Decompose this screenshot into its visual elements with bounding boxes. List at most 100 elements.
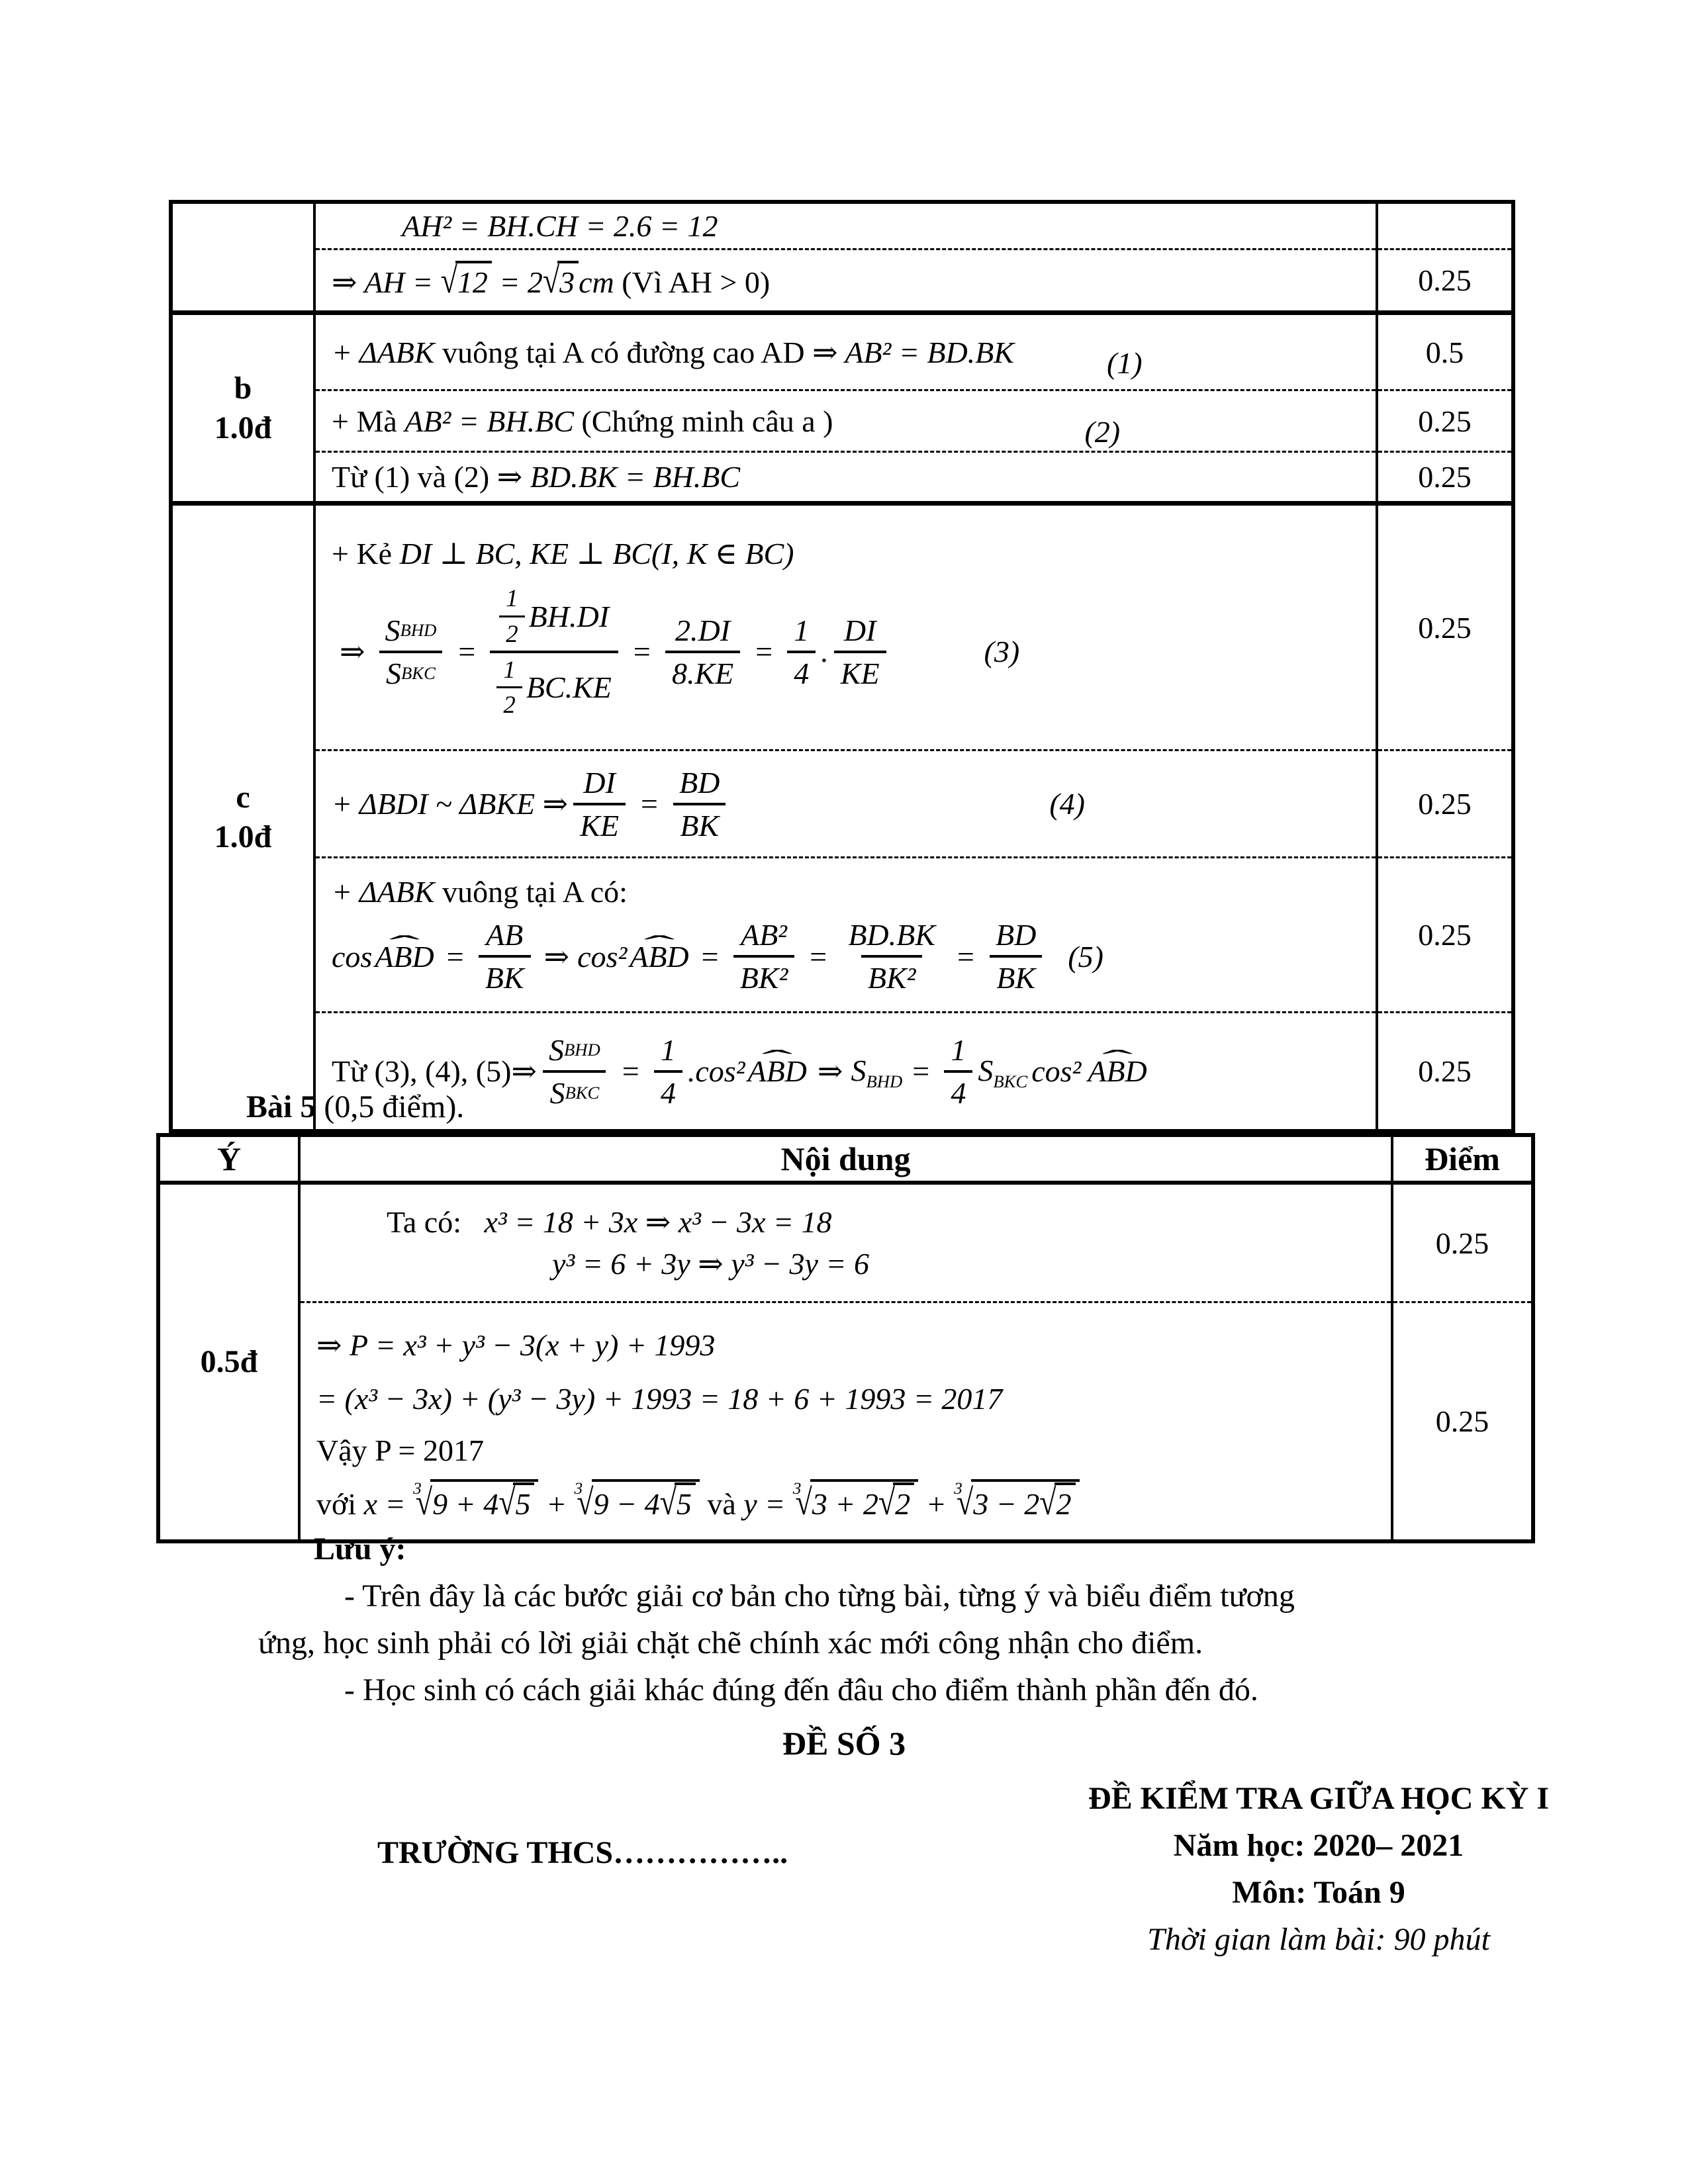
angle-hat: ˆ ABD xyxy=(747,1044,806,1089)
score-cell: 0.25 xyxy=(1376,749,1515,858)
formula-part: x = xyxy=(363,1486,414,1521)
equals: = xyxy=(699,939,720,974)
bai5-label: Bài 5 xyxy=(246,1089,316,1124)
label-cell-b: b 1.0đ xyxy=(169,310,316,504)
numerator: BD xyxy=(995,918,1037,952)
numerator: 1 xyxy=(660,1032,676,1067)
cube-root: 3√9 − 4√5 xyxy=(574,1479,700,1522)
fraction: BD BK xyxy=(989,917,1043,996)
column-header-noidung: Nội dung xyxy=(298,1135,1393,1185)
exam-header-block: ĐỀ KIỂM TRA GIỮA HỌC KỲ I Năm học: 2020–… xyxy=(1054,1775,1583,1963)
fraction: DI KE xyxy=(833,612,886,692)
sqrt-expression: √12 xyxy=(441,259,492,300)
text-part: Từ (1) và (2) xyxy=(332,460,497,494)
equals: = xyxy=(620,1054,641,1089)
text-part: + Kẻ xyxy=(332,537,400,571)
formula-part: ⇒ P = x³ + y³ − 3(x + y) + 1993 xyxy=(316,1328,716,1363)
text-part: Ta có: xyxy=(387,1205,485,1239)
equation-number: (4) xyxy=(1049,787,1085,821)
line: với x = 3√9 + 4√5 + 3√9 − 4√5 và y = 3√3… xyxy=(316,1479,1384,1522)
denominator: 4 xyxy=(787,650,816,692)
line: = (x³ − 3x) + (y³ − 3y) + 1993 = 18 + 6 … xyxy=(316,1381,1384,1417)
denominator: KE xyxy=(833,650,886,692)
formula-part: cm xyxy=(579,265,614,299)
formula-part: DI ⊥ BC, KE ⊥ BC(I, K ∈ BC) xyxy=(399,537,794,571)
equals: = xyxy=(631,635,652,669)
sqrt-expression: √5 xyxy=(498,1481,535,1522)
notes-section: Lưu ý: - Trên đây là các bước giải cơ bả… xyxy=(0,1525,1688,1768)
sqrt-sign: √ xyxy=(659,1481,677,1522)
label-cell-c: c 1.0đ xyxy=(169,501,316,1132)
text-part: vuông tại A có: xyxy=(434,874,628,909)
formula-part: BH.DI xyxy=(528,599,610,633)
content-cell: Ta có: x³ = 18 + 3x ⇒ x³ − 3x = 18 y³ = … xyxy=(298,1183,1393,1302)
table-row: + Mà AB² = BH.BC (Chứng minh câu a ) (2) … xyxy=(171,389,1515,452)
symbol-S: S xyxy=(549,1075,565,1110)
formula-part: 3 − 2 xyxy=(973,1486,1040,1521)
note-line: ứng, học sinh phải có lời giải chặt chẽ … xyxy=(258,1625,1203,1661)
formula-part: y = xyxy=(743,1486,793,1521)
formula-part: = 2 xyxy=(491,265,543,299)
table-row: Từ (1) và (2) ⇒ BD.BK = BH.BC 0.25 xyxy=(171,451,1515,504)
school-year: Năm học: 2020– 2021 xyxy=(1173,1828,1464,1864)
arrow-symbol: ⇒ xyxy=(340,635,365,669)
note-line: - Trên đây là các bước giải cơ bản cho t… xyxy=(344,1578,1295,1614)
radicand: 2 xyxy=(893,1482,915,1522)
hat-icon: ˆ xyxy=(389,929,420,960)
equation-number: (3) xyxy=(984,635,1020,669)
denominator: BK xyxy=(478,955,531,996)
arrow-symbol: ⇒ xyxy=(817,1054,843,1089)
radicand: 2 xyxy=(1054,1482,1076,1522)
sqrt-sign: √ xyxy=(956,1481,974,1522)
numerator: AB xyxy=(486,918,524,952)
angle-hat: ˆ ABD xyxy=(1088,1044,1147,1089)
score-cell: 0.25 xyxy=(1391,1301,1534,1541)
numerator: DI xyxy=(583,765,616,799)
score-cell xyxy=(1376,202,1515,250)
subscript: BKC xyxy=(565,1082,600,1103)
fraction: 2.DI 8.KE xyxy=(665,612,741,692)
cos-squared: .cos² xyxy=(687,1054,745,1089)
text-part: vuông tại A có đường cao AD xyxy=(434,335,813,369)
hat-icon: ˆ xyxy=(1102,1044,1133,1075)
numerator: BD.BK xyxy=(848,918,935,952)
sqrt-expression: √2 xyxy=(878,1481,915,1522)
arrow-symbol: ⇒ xyxy=(511,1054,537,1089)
line: + Kẻ DI ⊥ BC, KE ⊥ BC(I, K ∈ BC) xyxy=(332,535,1369,572)
sqrt-sign: √ xyxy=(1039,1481,1056,1522)
table-row: b 1.0đ + ΔABK vuông tại A có đường cao A… xyxy=(169,310,1515,504)
formula-part: y³ = 6 + 3y ⇒ y³ − 3y = 6 xyxy=(552,1247,869,1281)
sqrt-expression: √2 xyxy=(1039,1481,1076,1522)
table-row: ⇒ AH = √12 = 2√3 cm (Vì AH > 0) 0.25 xyxy=(171,248,1515,313)
symbol-S: S xyxy=(385,613,400,647)
root-index: 3 xyxy=(574,1479,583,1498)
fraction: DI KE xyxy=(573,764,626,844)
text-part: với xyxy=(316,1486,364,1521)
radicand: 3 xyxy=(557,260,579,300)
text-part: Vậy xyxy=(316,1433,375,1467)
formula-part: P = 2017 xyxy=(375,1433,484,1467)
section-letter: c xyxy=(236,780,250,815)
de-so-3-heading: ĐỀ SỐ 3 xyxy=(782,1725,906,1762)
rubric-table-bai4: AH² = BH.CH = 2.6 = 12 ⇒ AH = √12 = 2√3 c… xyxy=(169,200,1515,1134)
header-row: Ý Nội dung Điểm xyxy=(157,1135,1534,1185)
hat-icon: ˆ xyxy=(643,929,675,960)
section-letter: b xyxy=(234,370,252,406)
root-index: 3 xyxy=(413,1479,422,1498)
text-part: Từ (3), (4), (5) xyxy=(332,1054,512,1089)
numerator: S BHD xyxy=(379,612,444,651)
label-cell: 0.5đ xyxy=(157,1183,301,1541)
equals: = xyxy=(808,939,829,974)
equals: = xyxy=(955,939,976,974)
formula-3: ⇒ S BHD S BKC = 1 2 BH.DI 1 2 BC.KE = 2.DI 8.KE… xyxy=(332,584,1369,719)
score-cell: 0.25 xyxy=(1376,1011,1515,1132)
symbol-S: S xyxy=(386,656,402,690)
score-cell: 0.25 xyxy=(1376,389,1515,452)
section-points: 0.5đ xyxy=(200,1344,258,1379)
column-header-y: Ý xyxy=(157,1135,301,1185)
subscript: BKC xyxy=(993,1071,1028,1091)
text-part: + Mà xyxy=(332,404,405,438)
denominator: 8.KE xyxy=(665,650,741,692)
